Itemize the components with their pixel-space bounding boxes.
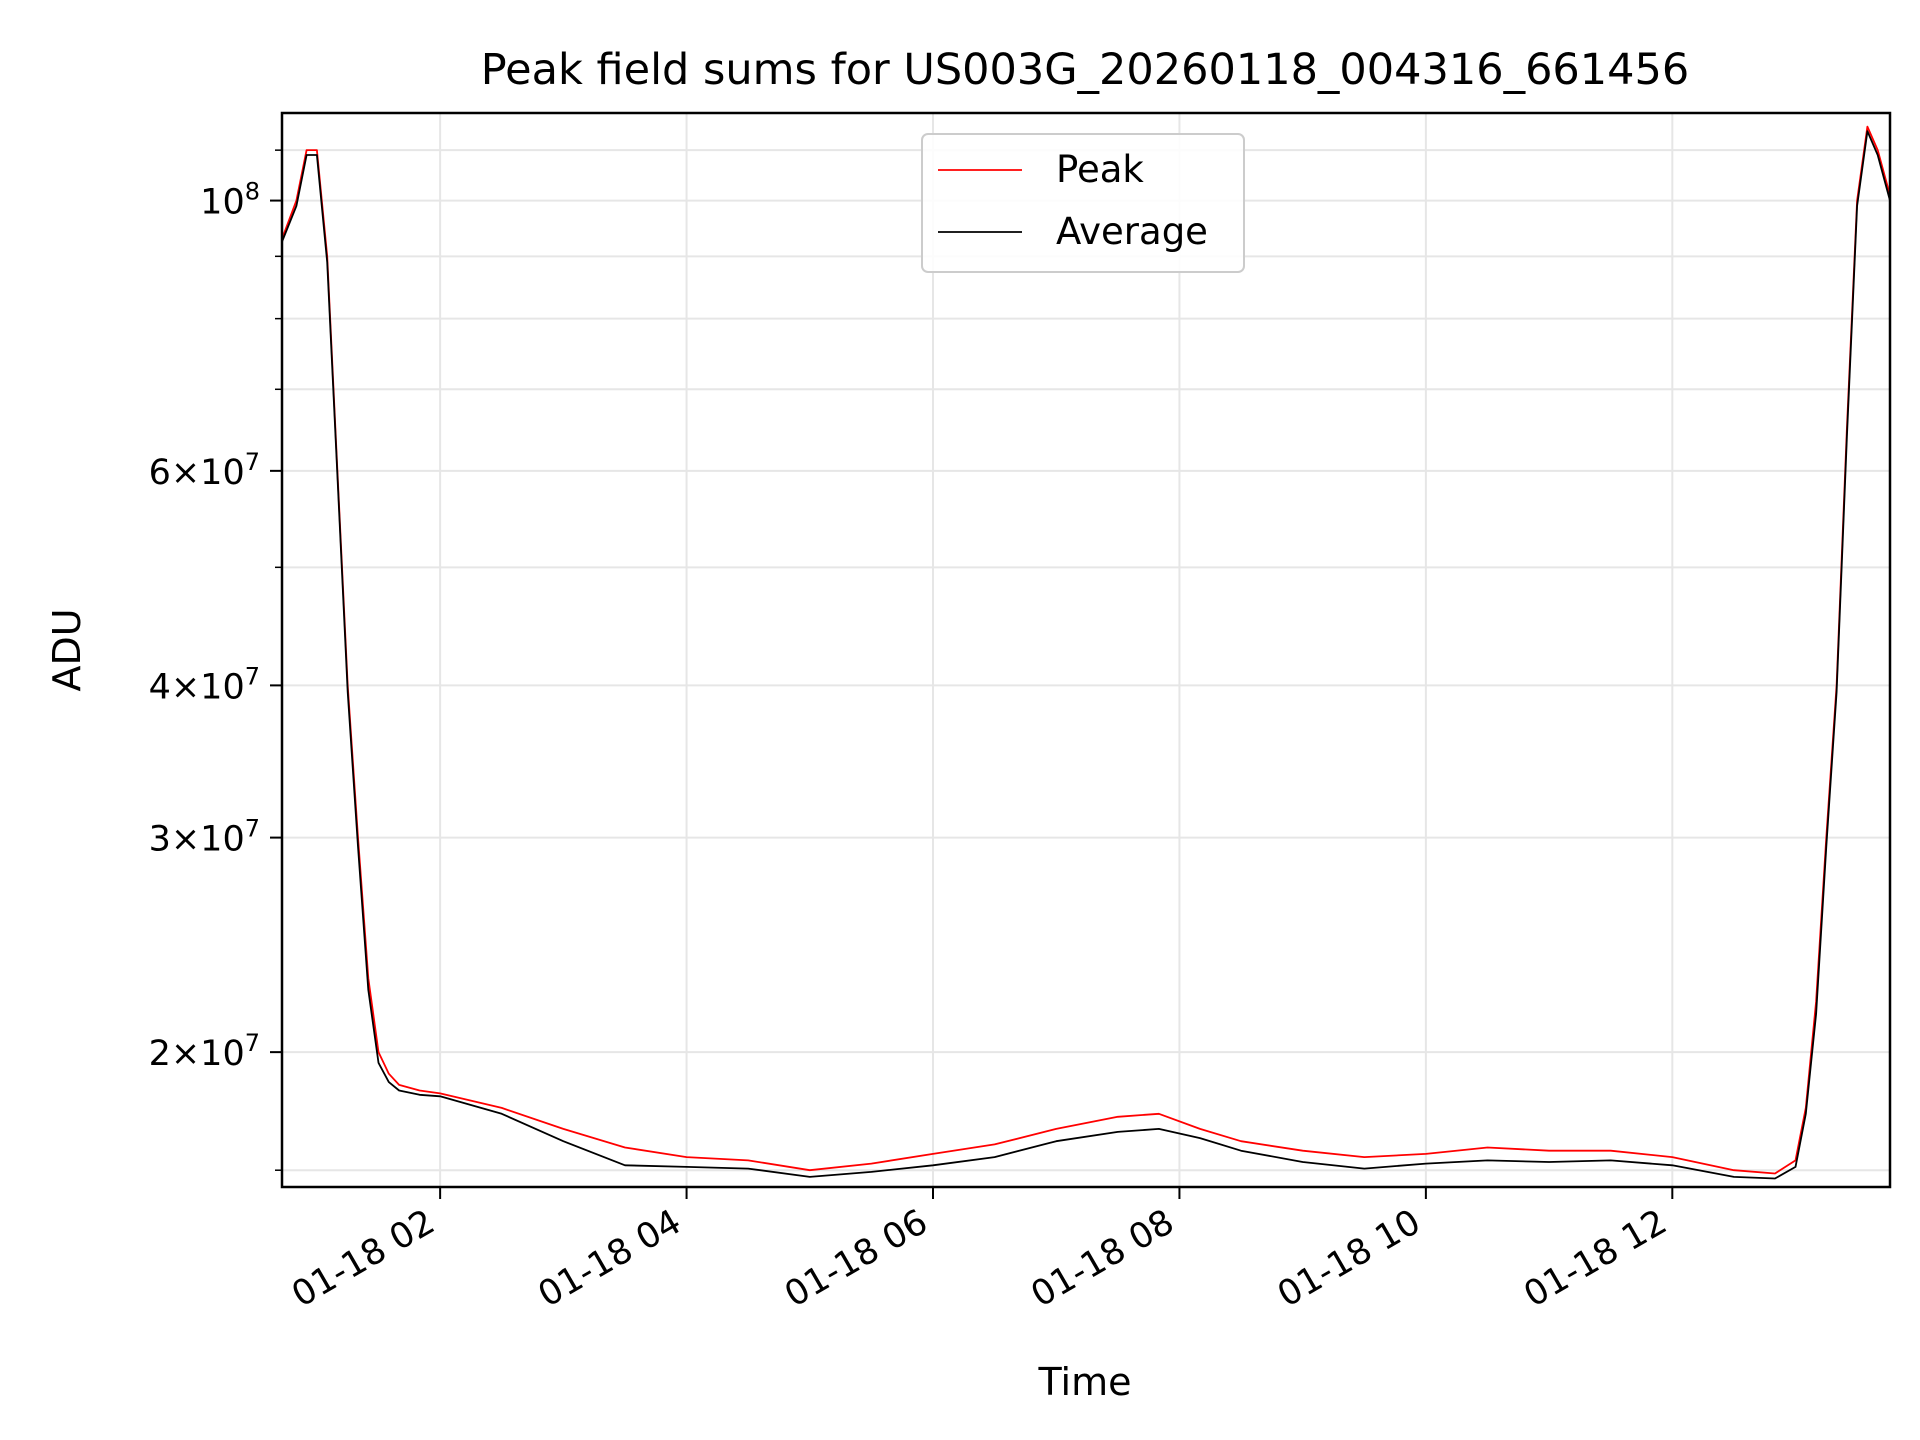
- series-line-average: [282, 130, 1890, 1180]
- legend-label-peak: Peak: [1056, 148, 1144, 191]
- y-tick-label: 6×107: [149, 448, 260, 493]
- plot-frame: [280, 111, 1892, 1189]
- x-axis-label: Time: [1038, 1360, 1132, 1404]
- series-layer: [282, 125, 1890, 1180]
- series-group: [282, 125, 1890, 1180]
- legend-box: [921, 133, 1245, 273]
- y-tick-label: 4×107: [149, 662, 260, 707]
- y-tick-label: 2×107: [149, 1029, 260, 1074]
- legend: Peak Average: [921, 133, 1245, 273]
- legend-label-average: Average: [1056, 210, 1208, 253]
- y-tick-label: 108: [200, 178, 260, 223]
- chart-title: Peak field sums for US003G_20260118_0043…: [481, 45, 1689, 95]
- y-tick-label: 3×107: [149, 815, 260, 860]
- y-axis: 2×107 3×107 4×107 6×107 108: [149, 149, 282, 1171]
- y-axis-label: ADU: [45, 608, 89, 691]
